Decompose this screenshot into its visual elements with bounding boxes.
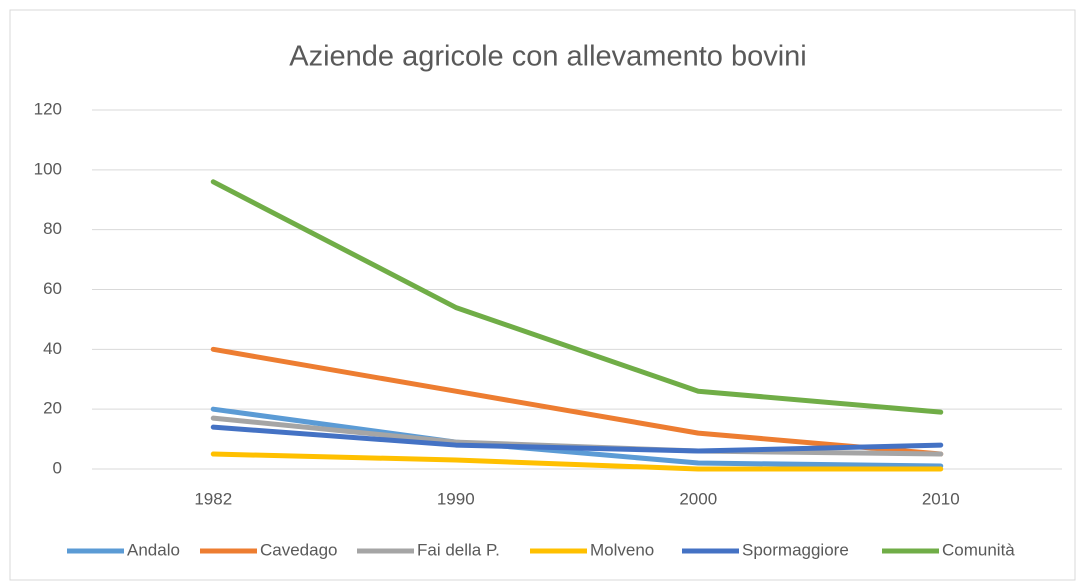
y-tick-label: 0: [53, 458, 62, 477]
legend-label: Andalo: [127, 540, 180, 559]
series-line: [210, 346, 944, 457]
legend-label: Spormaggiore: [742, 540, 849, 559]
x-tick-label: 1982: [194, 489, 232, 508]
chart-border: [9, 9, 1076, 581]
y-tick-label: 40: [43, 339, 62, 358]
y-tick-label: 120: [34, 99, 62, 118]
y-tick-label: 80: [43, 219, 62, 238]
y-tick-label: 100: [34, 159, 62, 178]
legend-label: Molveno: [590, 540, 654, 559]
x-tick-label: 1990: [437, 489, 475, 508]
series-line: [210, 179, 944, 415]
legend-label: Comunità: [942, 540, 1015, 559]
y-tick-label: 60: [43, 279, 62, 298]
series-line: [210, 406, 944, 469]
series-line: [210, 424, 944, 454]
x-tick-label: 2010: [922, 489, 960, 508]
chart-title: Aziende agricole con allevamento bovini: [289, 41, 806, 73]
legend-label: Cavedago: [260, 540, 338, 559]
legend-label: Fai della P.: [417, 540, 500, 559]
series-line: [210, 451, 944, 472]
y-tick-label: 20: [43, 399, 62, 418]
x-tick-label: 2000: [679, 489, 717, 508]
